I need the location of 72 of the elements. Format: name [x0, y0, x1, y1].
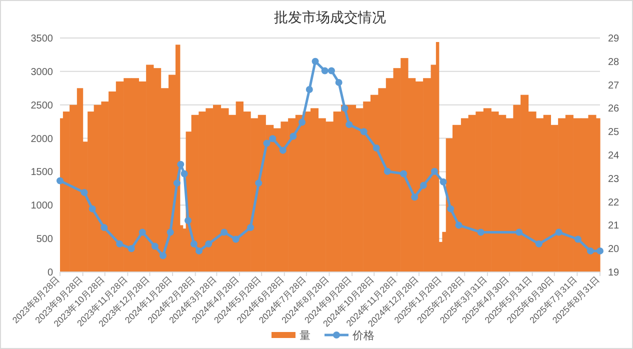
y2-tick-label: 26: [608, 104, 620, 115]
point: [88, 205, 96, 212]
point: [180, 170, 188, 178]
point: [116, 240, 124, 248]
point: [346, 121, 353, 128]
point: [290, 132, 297, 140]
y2-tick-label: 23: [608, 174, 620, 185]
point: [321, 67, 328, 74]
y2-tick-label: 25: [608, 127, 620, 138]
point: [516, 228, 523, 236]
point: [298, 118, 306, 126]
legend-label: 量: [300, 330, 310, 342]
point: [430, 168, 438, 175]
y-tick-label: 1000: [30, 200, 54, 212]
point: [400, 170, 408, 178]
point: [420, 182, 427, 189]
point: [190, 240, 198, 248]
point: [173, 180, 180, 187]
point: [255, 180, 262, 187]
point: [269, 135, 276, 142]
y-tick-label: 1500: [30, 167, 54, 178]
point: [232, 236, 240, 243]
point: [100, 224, 108, 232]
y-tick-label: 0: [47, 268, 54, 278]
point: [360, 128, 368, 136]
point: [335, 78, 342, 86]
y2-tick-label: 19: [608, 268, 620, 278]
point: [341, 104, 348, 112]
point: [80, 188, 88, 196]
point: [177, 160, 184, 168]
point: [574, 236, 582, 243]
y-tick-label: 3500: [30, 34, 54, 44]
legend-label: 价格: [352, 330, 374, 342]
point: [184, 217, 192, 224]
point: [328, 67, 335, 74]
point: [196, 247, 203, 254]
point: [151, 242, 158, 250]
y2-tick-label: 21: [608, 220, 620, 232]
point: [535, 240, 542, 248]
point: [447, 205, 454, 212]
point: [312, 58, 319, 65]
point: [279, 146, 286, 154]
point: [138, 228, 146, 236]
point: [372, 144, 380, 152]
point: [166, 228, 174, 236]
y-tick-label: 500: [36, 234, 54, 246]
point: [159, 252, 166, 260]
point: [596, 247, 604, 254]
y2-tick-label: 29: [608, 34, 620, 44]
point: [56, 177, 64, 184]
point: [411, 194, 418, 201]
y-tick-label: 2000: [30, 134, 54, 145]
point: [263, 140, 270, 147]
y2-tick-label: 22: [608, 197, 620, 208]
point: [306, 86, 313, 93]
y2-tick-label: 20: [608, 244, 620, 256]
point: [555, 228, 562, 236]
y2-tick-label: 28: [608, 56, 620, 68]
chart-title: 批发市场成交情况: [274, 9, 386, 25]
point: [205, 240, 212, 248]
point: [220, 228, 228, 236]
point: [586, 247, 594, 254]
point: [384, 168, 391, 175]
point: [477, 228, 484, 236]
point: [128, 245, 135, 252]
point: [455, 222, 462, 229]
y2-tick-label: 27: [608, 80, 620, 92]
y-tick-label: 2500: [30, 100, 54, 112]
point: [440, 178, 447, 186]
y-tick-label: 3000: [30, 66, 54, 78]
point: [247, 224, 254, 232]
y2-tick-label: 24: [608, 150, 620, 162]
